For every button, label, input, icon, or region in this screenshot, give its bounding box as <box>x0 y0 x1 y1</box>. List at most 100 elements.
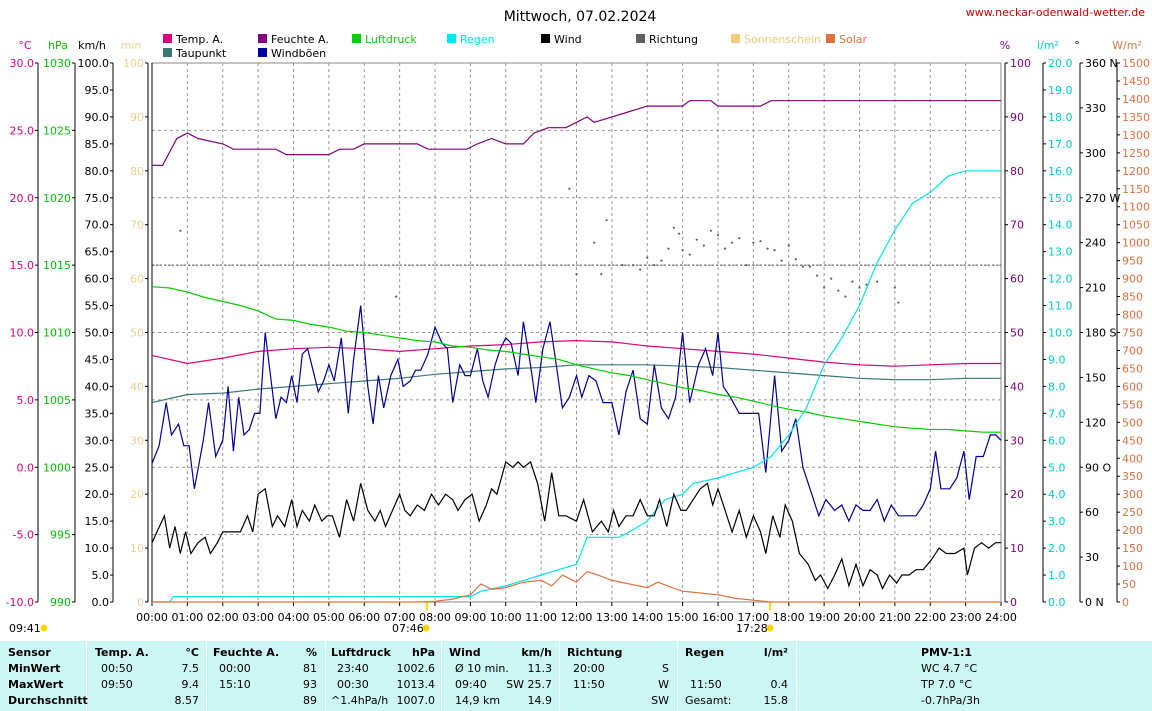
tick-label-temp: 15.0 <box>10 259 35 272</box>
point-richtung <box>731 241 734 244</box>
tick-label-wm2: 250 <box>1122 506 1143 519</box>
tick-label-kmh: 60.0 <box>85 273 110 286</box>
point-richtung <box>766 247 769 250</box>
point-richtung <box>808 265 812 268</box>
legend-swatch <box>447 34 456 43</box>
header-feuchte: Feuchte A. <box>213 646 280 659</box>
tick-label-lm2: 20.0 <box>1048 57 1073 70</box>
tick-label-pct: 90 <box>1010 111 1024 124</box>
tick-label-wm2: 1050 <box>1122 219 1150 232</box>
tick-label-wm2: 1000 <box>1122 237 1150 250</box>
x-tick-label: 10:00 <box>490 611 522 624</box>
header-wind: Wind <box>449 646 481 659</box>
legend-swatch <box>258 48 267 57</box>
legend-swatch <box>163 34 172 43</box>
tick-label-deg: 120 <box>1085 416 1106 429</box>
series-line-windb-en <box>151 305 1002 523</box>
tick-label-min: 60 <box>130 273 144 286</box>
tick-label-hpa: 1005 <box>43 394 71 407</box>
point-richtung <box>773 249 776 252</box>
point-richtung <box>575 273 578 276</box>
x-tick-label: 23:00 <box>950 611 982 624</box>
avg-temp-val: 8.57 <box>174 694 200 707</box>
point-richtung <box>723 247 727 250</box>
tick-label-pct: 100 <box>1010 57 1031 70</box>
chart-axes: °C 30.0 25.0 20.0 15.0 10.0 5.0 0.0 -5.0 -10.0 hPa… <box>6 39 1150 624</box>
max-wind-time: 09:40 <box>455 678 487 691</box>
tick-label-pct: 30 <box>1010 434 1024 447</box>
tick-label-pct: 80 <box>1010 165 1024 178</box>
legend-swatch <box>258 34 267 43</box>
header-regen-unit: l/m² <box>763 646 788 659</box>
tick-label-lm2: 0.0 <box>1048 596 1066 609</box>
tick-label-wm2: 300 <box>1122 488 1143 501</box>
tick-label-wm2: 700 <box>1122 344 1143 357</box>
regen-total-val: 15.8 <box>763 694 789 707</box>
tick-label-pct: 70 <box>1010 219 1024 232</box>
point-richtung <box>752 241 755 244</box>
tick-label-wm2: 450 <box>1122 434 1143 447</box>
legend-label: Sonnenschein <box>744 33 821 46</box>
tick-label-min: 90 <box>130 111 144 124</box>
point-richtung <box>844 295 847 298</box>
row-label-min: MinWert <box>8 662 61 675</box>
tick-label-deg: 0 N <box>1085 596 1104 609</box>
tick-label-hpa: 1020 <box>43 192 71 205</box>
tick-label-wm2: 1200 <box>1122 165 1150 178</box>
x-tick-label: 08:00 <box>419 611 451 624</box>
point-richtung <box>179 229 182 232</box>
sunset-label: 17:28 <box>736 622 768 635</box>
tick-label-min: 40 <box>130 380 144 393</box>
tick-label-deg: 360 N <box>1085 57 1118 70</box>
tick-label-temp: 20.0 <box>10 192 35 205</box>
point-richtung <box>593 241 596 244</box>
legend-swatch <box>163 48 172 57</box>
tick-label-lm2: 16.0 <box>1048 165 1073 178</box>
series-line-luftdruck <box>151 286 1001 433</box>
legend-label: Luftdruck <box>365 33 417 46</box>
point-richtung <box>851 280 854 283</box>
point-richtung <box>858 286 861 289</box>
x-tick-label: 19:00 <box>808 611 840 624</box>
x-tick-label: 16:00 <box>702 611 734 624</box>
tick-label-lm2: 5.0 <box>1048 461 1066 474</box>
site-url[interactable]: www.neckar-odenwald-wetter.de <box>966 6 1146 19</box>
header-temp-unit: °C <box>185 646 199 659</box>
tick-label-min: 0 <box>137 596 144 609</box>
header-druck-unit: hPa <box>411 646 435 659</box>
tick-label-min: 30 <box>130 434 144 447</box>
header-feuchte-unit: % <box>305 646 317 659</box>
tick-label-lm2: 17.0 <box>1048 138 1073 151</box>
weather-chart: Mittwoch, 07.02.2024 www.neckar-odenwald… <box>6 6 1150 635</box>
tick-label-hpa: 1010 <box>43 327 71 340</box>
tick-label-hpa: 995 <box>50 529 71 542</box>
max-druck-time: 00:30 <box>337 678 369 691</box>
row-label-max: MaxWert <box>8 678 64 691</box>
point-richtung <box>738 237 741 240</box>
header-pmv: PMV-1:1 <box>921 646 972 659</box>
x-tick-label: 06:00 <box>348 611 380 624</box>
sunrise-sun-icon <box>422 624 430 632</box>
x-tick-label: 12:00 <box>561 611 593 624</box>
x-tick-label: 03:00 <box>242 611 274 624</box>
tick-label-lm2: 7.0 <box>1048 407 1066 420</box>
tick-label-pct: 40 <box>1010 380 1024 393</box>
tick-label-min: 10 <box>130 542 144 555</box>
tick-label-kmh: 85.0 <box>85 138 110 151</box>
tick-label-deg: 240 <box>1085 237 1106 250</box>
axis-label-lm2: l/m² <box>1037 39 1059 52</box>
tick-label-lm2: 2.0 <box>1048 542 1066 555</box>
tick-label-min: 20 <box>130 488 144 501</box>
avg-druck-trend: ^1.4hPa/h <box>331 694 389 707</box>
tick-label-temp: -5.0 <box>13 529 34 542</box>
legend-label: Windböen <box>271 47 326 60</box>
x-tick-label: 18:00 <box>773 611 805 624</box>
series-line-wind <box>151 460 1001 590</box>
tick-label-lm2: 18.0 <box>1048 111 1073 124</box>
tick-label-deg: 60 <box>1085 506 1099 519</box>
point-richtung <box>787 244 790 247</box>
x-tick-label: 17:00 <box>738 611 770 624</box>
point-richtung <box>695 238 698 241</box>
header-regen: Regen <box>685 646 725 659</box>
x-tick-label: 00:00 <box>136 611 168 624</box>
